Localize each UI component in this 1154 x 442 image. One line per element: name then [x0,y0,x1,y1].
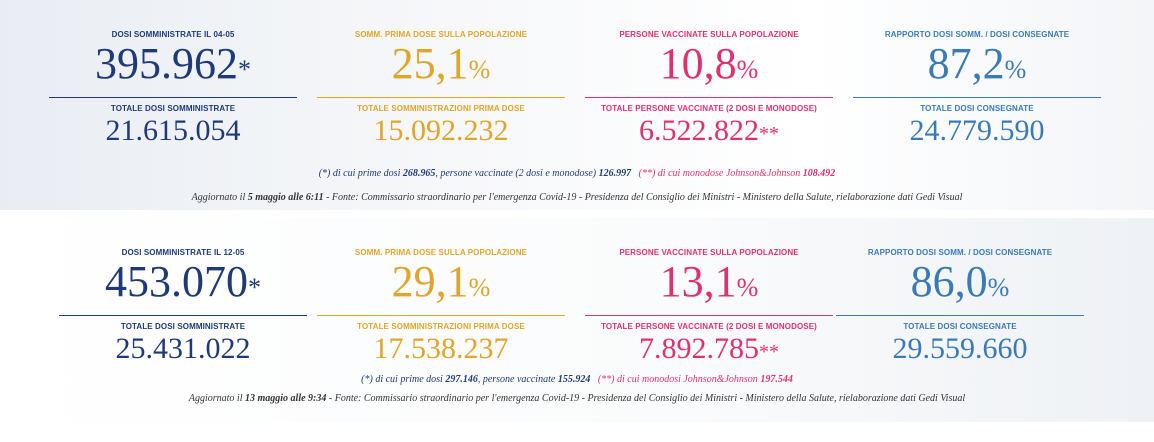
total-label: Totale somministrazioni prima dose [357,104,525,113]
stat-label: Dosi somministrate il 12-05 [121,248,245,257]
divider [836,315,1084,316]
stat-label: Somm. prima dose sulla popolazione [354,30,528,39]
stat-value: 10,8% [659,39,759,88]
stat-value: 29,1% [391,257,491,306]
total-value: 24.779.590 [909,114,1045,147]
stat-column: Persone vaccinate sulla popolazione 13,1… [585,248,833,368]
stat-label: Persone vaccinate sulla popolazione [619,30,799,39]
total-label: Totale persone vaccinate (2 dosi e monod… [601,104,817,113]
divider [49,97,297,98]
footnote: (*) di cui prime dosi 297.146, persone v… [361,374,793,385]
total-label: Totale persone vaccinate (2 dosi e monod… [601,322,817,331]
divider [317,97,565,98]
total-label: Totale dosi consegnate [920,104,1034,113]
divider [585,315,833,316]
stat-label: Somm. prima dose sulla popolazione [354,248,528,257]
divider [585,97,833,98]
total-value: 15.092.232 [373,114,509,147]
stat-column: Somm. prima dose sulla popolazione 25,1%… [317,30,565,150]
stat-column: Persone vaccinate sulla popolazione 10,8… [585,30,833,150]
stat-value: 25,1% [391,39,491,88]
stat-label: Rapporto dosi somm. / dosi consegnate [867,248,1053,257]
report-panel-may-13 [0,218,1154,422]
stat-value: 13,1% [659,257,759,306]
stat-column: Rapporto dosi somm. / dosi consegnate 86… [836,248,1084,368]
stat-value: 453.070* [105,257,261,306]
source-note: Aggiornato il 5 maggio alle 6:11 - Fonte… [191,192,963,203]
total-label: Totale dosi somministrate [120,322,246,331]
stat-value: 87,2% [927,39,1027,88]
footnote: (*) di cui prime dosi 268.965, persone v… [318,168,836,179]
stat-value: 86,0% [910,257,1010,306]
stat-column: Dosi somministrate il 12-05 453.070* Tot… [59,248,307,368]
total-value: 21.615.054 [105,114,241,147]
stat-label: Rapporto dosi somm. / dosi consegnate [884,30,1070,39]
divider [853,97,1101,98]
stat-column: Dosi somministrate il 04-05 395.962* Tot… [49,30,297,150]
divider [59,315,307,316]
total-label: Totale dosi somministrate [110,104,236,113]
total-label: Totale somministrazioni prima dose [357,322,525,331]
stat-label: Dosi somministrate il 04-05 [111,30,235,39]
total-label: Totale dosi consegnate [903,322,1017,331]
stat-column: Rapporto dosi somm. / dosi consegnate 87… [853,30,1101,150]
stat-label: Persone vaccinate sulla popolazione [619,248,799,257]
total-value: 6.522.822** [639,114,779,147]
source-note: Aggiornato il 13 maggio alle 9:34 - Font… [188,393,966,404]
report-panel-may-5 [0,0,1154,210]
stat-value: 395.962* [95,39,251,88]
total-value: 25.431.022 [115,332,251,365]
stat-column: Somm. prima dose sulla popolazione 29,1%… [317,248,565,368]
divider [317,315,565,316]
total-value: 17.538.237 [373,332,509,365]
total-value: 29.559.660 [892,332,1028,365]
total-value: 7.892.785** [639,332,779,365]
